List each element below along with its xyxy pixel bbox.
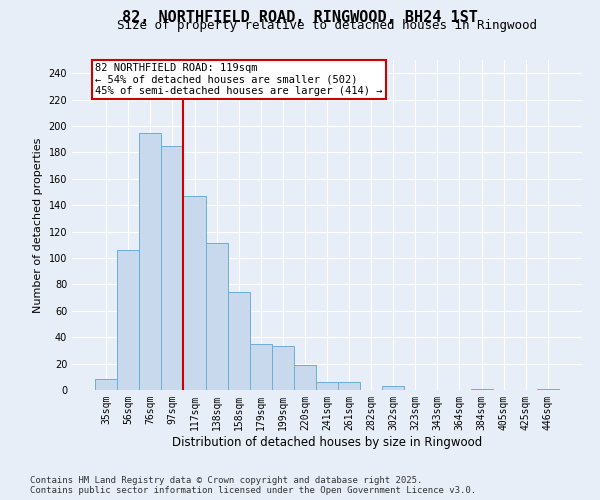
Bar: [382, 386, 404, 390]
Bar: [272, 346, 294, 390]
Bar: [206, 244, 227, 390]
Text: 82, NORTHFIELD ROAD, RINGWOOD, BH24 1ST: 82, NORTHFIELD ROAD, RINGWOOD, BH24 1ST: [122, 10, 478, 25]
Bar: [250, 344, 272, 390]
Bar: [117, 250, 139, 390]
Title: Size of property relative to detached houses in Ringwood: Size of property relative to detached ho…: [117, 20, 537, 32]
Bar: [338, 382, 360, 390]
Bar: [227, 292, 250, 390]
Bar: [139, 132, 161, 390]
Bar: [95, 380, 117, 390]
Bar: [161, 146, 184, 390]
Bar: [294, 365, 316, 390]
Text: Contains HM Land Registry data © Crown copyright and database right 2025.
Contai: Contains HM Land Registry data © Crown c…: [30, 476, 476, 495]
Bar: [470, 388, 493, 390]
Bar: [537, 388, 559, 390]
Y-axis label: Number of detached properties: Number of detached properties: [33, 138, 43, 312]
X-axis label: Distribution of detached houses by size in Ringwood: Distribution of detached houses by size …: [172, 436, 482, 448]
Bar: [184, 196, 206, 390]
Text: 82 NORTHFIELD ROAD: 119sqm
← 54% of detached houses are smaller (502)
45% of sem: 82 NORTHFIELD ROAD: 119sqm ← 54% of deta…: [95, 62, 383, 96]
Bar: [316, 382, 338, 390]
